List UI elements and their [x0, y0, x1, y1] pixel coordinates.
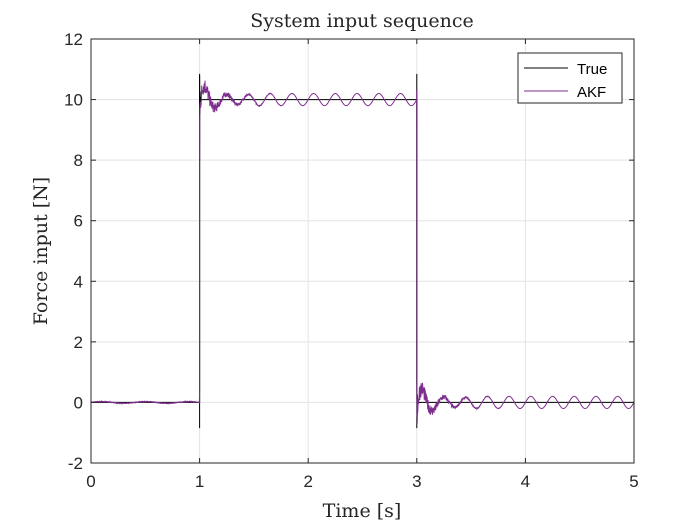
axes-box [90, 38, 635, 464]
y-tick-label: 6 [74, 212, 83, 231]
x-axis-label: Time [s] [323, 500, 402, 522]
x-tick-label: 5 [629, 472, 638, 491]
legend: True AKF [517, 52, 623, 104]
y-tick-label: 12 [64, 30, 83, 49]
y-axis-label: Force input [N] [30, 177, 52, 325]
y-tick-label: 8 [74, 151, 83, 170]
y-tick-label: 0 [74, 393, 83, 412]
x-tick-label: 1 [195, 472, 204, 491]
x-tick-label: 0 [86, 472, 95, 491]
x-tick-label: 3 [412, 472, 421, 491]
plot-area [91, 39, 634, 463]
x-tick-label: 4 [521, 472, 530, 491]
legend-label-true: True [577, 61, 607, 78]
y-tick-label: -2 [68, 454, 83, 473]
series-akf-line [90, 80, 635, 424]
x-tick-label: 2 [303, 472, 312, 491]
y-tick-label: 4 [74, 272, 83, 291]
y-tick-label: 2 [74, 333, 83, 352]
ticks [90, 38, 635, 464]
series-layer [90, 73, 635, 429]
legend-box [517, 52, 623, 104]
chart-title: System input sequence [250, 10, 474, 32]
y-tick-label: 10 [64, 91, 83, 110]
legend-label-akf: AKF [577, 84, 606, 101]
